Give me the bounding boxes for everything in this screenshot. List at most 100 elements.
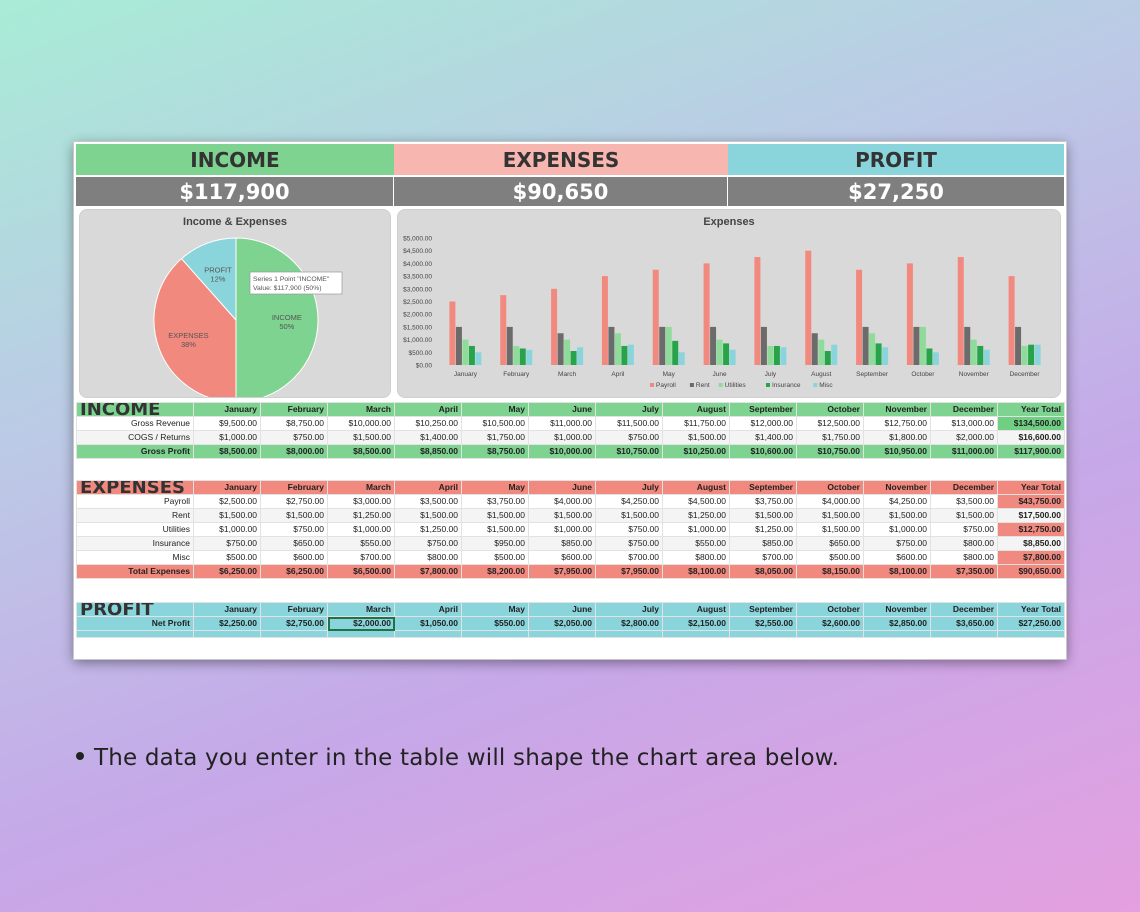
table-cell[interactable]: $13,000.00 [930,416,998,431]
table-cell[interactable] [193,630,261,638]
table-cell[interactable]: $1,000.00 [662,522,730,537]
table-cell[interactable] [327,630,395,638]
table-cell[interactable]: $750.00 [863,536,931,551]
bar-misc-december[interactable] [1034,344,1041,365]
bar-misc-june[interactable] [729,349,736,365]
table-cell[interactable]: $1,250.00 [394,522,462,537]
table-cell[interactable]: $700.00 [595,550,663,565]
table-cell[interactable]: $800.00 [662,550,730,565]
bar-payroll-june[interactable] [703,263,710,365]
table-cell[interactable]: $4,250.00 [863,494,931,509]
table-cell[interactable]: $8,850.00 [394,444,462,459]
year-total-cell[interactable]: $117,900.00 [997,444,1065,459]
table-cell[interactable]: $1,500.00 [461,508,529,523]
table-cell[interactable]: $1,500.00 [796,508,864,523]
table-cell[interactable]: $9,500.00 [193,416,261,431]
year-total-cell[interactable]: $134,500.00 [997,416,1065,431]
table-cell[interactable]: $1,500.00 [528,508,596,523]
bar-insurance-may[interactable] [672,340,679,365]
table-cell[interactable]: $750.00 [595,522,663,537]
table-cell[interactable]: $1,000.00 [863,522,931,537]
bar-utilities-may[interactable] [665,326,672,365]
table-cell[interactable]: $4,000.00 [528,494,596,509]
table-cell[interactable]: $1,400.00 [729,430,797,445]
table-cell[interactable]: $1,500.00 [394,508,462,523]
table-cell[interactable]: $8,000.00 [260,444,328,459]
year-total-cell[interactable]: $27,250.00 [997,616,1065,631]
bar-misc-november[interactable] [983,349,990,365]
table-cell[interactable] [863,630,931,638]
bar-rent-september[interactable] [862,326,869,365]
table-cell[interactable]: $8,500.00 [193,444,261,459]
bar-utilities-february[interactable] [513,345,520,365]
bar-misc-april[interactable] [627,344,634,365]
table-cell[interactable]: $800.00 [394,550,462,565]
bar-utilities-august[interactable] [818,339,825,365]
bar-utilities-march[interactable] [564,339,571,365]
table-cell[interactable]: $1,500.00 [796,522,864,537]
table-cell[interactable]: $650.00 [796,536,864,551]
table-cell[interactable] [76,630,194,638]
table-cell[interactable]: $10,250.00 [394,416,462,431]
table-cell[interactable]: $12,000.00 [729,416,797,431]
table-cell[interactable]: $1,500.00 [863,508,931,523]
table-cell[interactable]: $750.00 [595,536,663,551]
bar-rent-july[interactable] [760,326,767,365]
table-cell[interactable]: $850.00 [528,536,596,551]
table-cell[interactable]: $3,750.00 [461,494,529,509]
table-cell[interactable]: $7,350.00 [930,564,998,579]
table-cell[interactable]: $850.00 [729,536,797,551]
table-cell[interactable]: $12,500.00 [796,416,864,431]
bar-misc-march[interactable] [577,347,584,365]
table-cell[interactable]: $8,200.00 [461,564,529,579]
table-cell[interactable]: $10,250.00 [662,444,730,459]
bar-utilities-january[interactable] [462,339,469,365]
table-cell[interactable]: $10,950.00 [863,444,931,459]
table-cell[interactable]: $2,150.00 [662,616,730,631]
bar-insurance-june[interactable] [723,343,730,365]
table-cell[interactable]: $6,250.00 [193,564,261,579]
table-cell[interactable]: $7,800.00 [394,564,462,579]
bar-rent-august[interactable] [811,333,818,365]
year-total-cell[interactable]: $90,650.00 [997,564,1065,579]
bar-rent-june[interactable] [710,326,717,365]
pie-chart-panel[interactable]: Income & Expenses INCOME 50% EXPENSES 38% PR… [79,209,391,398]
table-cell[interactable]: $1,500.00 [662,430,730,445]
bar-insurance-august[interactable] [824,351,831,365]
table-cell[interactable]: $3,650.00 [930,616,998,631]
table-cell[interactable]: $3,000.00 [327,494,395,509]
pie-slice-expenses[interactable] [153,257,237,397]
table-cell[interactable]: $750.00 [260,522,328,537]
table-cell[interactable]: $1,500.00 [461,522,529,537]
table-cell[interactable]: $11,000.00 [528,416,596,431]
bar-misc-august[interactable] [831,344,838,365]
bar-payroll-may[interactable] [652,269,659,365]
table-cell[interactable]: $2,000.00 [930,430,998,445]
table-cell[interactable]: $1,050.00 [394,616,462,631]
bar-payroll-january[interactable] [449,301,456,366]
table-cell[interactable]: $1,500.00 [260,508,328,523]
year-total-cell[interactable]: $12,750.00 [997,522,1065,537]
table-cell[interactable]: $1,250.00 [729,522,797,537]
bar-chart-panel[interactable]: Expenses $0.00 $500.00 $1,000.00 $1,500.00 $… [397,209,1061,398]
table-cell[interactable]: $2,050.00 [528,616,596,631]
table-cell[interactable]: $550.00 [662,536,730,551]
table-cell[interactable]: $650.00 [260,536,328,551]
year-total-cell[interactable]: $17,500.00 [997,508,1065,523]
table-cell[interactable]: $11,000.00 [930,444,998,459]
bar-rent-october[interactable] [913,326,920,365]
table-cell[interactable]: $8,100.00 [662,564,730,579]
bar-misc-july[interactable] [780,347,787,365]
table-cell[interactable]: $950.00 [461,536,529,551]
table-cell[interactable]: $750.00 [394,536,462,551]
bar-payroll-december[interactable] [1008,276,1015,365]
table-cell[interactable]: $1,500.00 [193,508,261,523]
table-cell[interactable]: $8,150.00 [796,564,864,579]
table-cell[interactable]: $1,000.00 [528,522,596,537]
table-cell[interactable]: $750.00 [260,430,328,445]
table-cell[interactable]: $600.00 [863,550,931,565]
bar-misc-october[interactable] [932,352,939,365]
selected-cell[interactable]: $2,000.00 [327,616,395,631]
table-cell[interactable]: $600.00 [528,550,596,565]
table-cell[interactable]: $1,250.00 [327,508,395,523]
